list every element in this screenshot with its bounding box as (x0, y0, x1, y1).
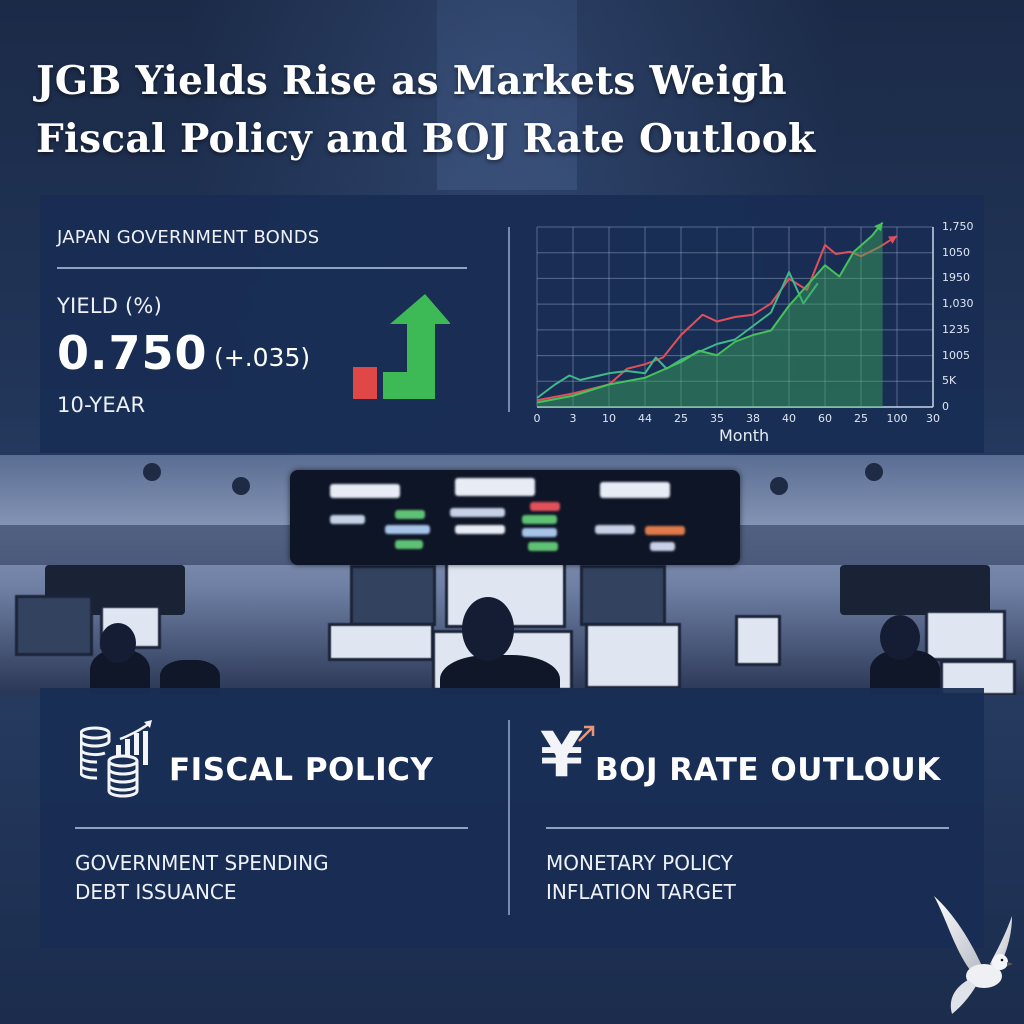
x-tick-label: 44 (638, 412, 652, 425)
y-tick-label: 1005 (942, 348, 970, 362)
x-tick-label: 30 (926, 412, 940, 425)
tenor-label: 10-YEAR (57, 393, 146, 417)
y-tick-label: 0 (942, 400, 949, 413)
y-tick-label: 1235 (942, 322, 970, 336)
divider (546, 827, 949, 829)
headline-line-2: Fiscal Policy and BOJ Rate Outlook (36, 116, 816, 162)
divider (75, 827, 468, 829)
y-tick-label: 1050 (942, 245, 970, 259)
yield-panel: JAPAN GOVERNMENT BONDS YIELD (%) 0.750 (… (40, 195, 984, 453)
x-tick-label: 35 (710, 412, 724, 425)
ticker-board (290, 470, 740, 565)
yield-value: 0.750 (57, 326, 208, 380)
yen-glyph: ¥ (540, 718, 584, 791)
divider (57, 267, 467, 269)
yield-change: (+.035) (214, 343, 311, 372)
boj-rate-outlook-title: BOJ RATE OUTLOUK (595, 752, 941, 788)
x-tick-label: 0 (533, 412, 541, 425)
x-tick-label: 25 (854, 412, 868, 425)
x-tick-label: 38 (746, 412, 760, 425)
metric-label: YIELD (%) (57, 294, 162, 318)
y-tick-label: 5K (942, 374, 957, 388)
x-tick-label: 25 (674, 412, 688, 425)
y-tick-label: 1,030 (942, 297, 974, 311)
up-right-arrow-icon (578, 725, 595, 742)
x-axis-title: Month (719, 426, 770, 445)
headline: JGB Yields Rise as Markets Weigh Fiscal … (36, 52, 996, 168)
panel-separator (508, 720, 510, 915)
headline-line-1: JGB Yields Rise as Markets Weigh (36, 58, 787, 104)
section-label: JAPAN GOVERNMENT BONDS (57, 227, 320, 248)
y-tick-label: 1950 (942, 271, 970, 285)
x-tick-label: 3 (569, 412, 577, 425)
x-tick-label: 100 (886, 412, 908, 425)
background-pillar (437, 0, 577, 190)
x-tick-label: 60 (818, 412, 832, 425)
fiscal-policy-title: FISCAL POLICY (169, 752, 434, 788)
boj-item-1: MONETARY POLICY (546, 851, 733, 875)
panel-separator (508, 227, 510, 412)
bar-chart-up-arrow-icon (353, 294, 450, 399)
yield-line-chart (536, 221, 934, 408)
coins-growth-chart-icon (80, 720, 152, 798)
yen-up-arrow-icon: ¥ (540, 718, 602, 796)
x-tick-label: 40 (782, 412, 796, 425)
x-tick-label: 10 (602, 412, 616, 425)
drivers-panel: FISCAL POLICY GOVERNMENT SPENDING DEBT I… (40, 688, 984, 948)
dove-icon (934, 896, 1013, 1014)
fiscal-item-2: DEBT ISSUANCE (75, 880, 237, 904)
boj-item-2: INFLATION TARGET (546, 880, 736, 904)
fiscal-item-1: GOVERNMENT SPENDING (75, 851, 329, 875)
y-tick-label: 1,750 (942, 220, 974, 233)
